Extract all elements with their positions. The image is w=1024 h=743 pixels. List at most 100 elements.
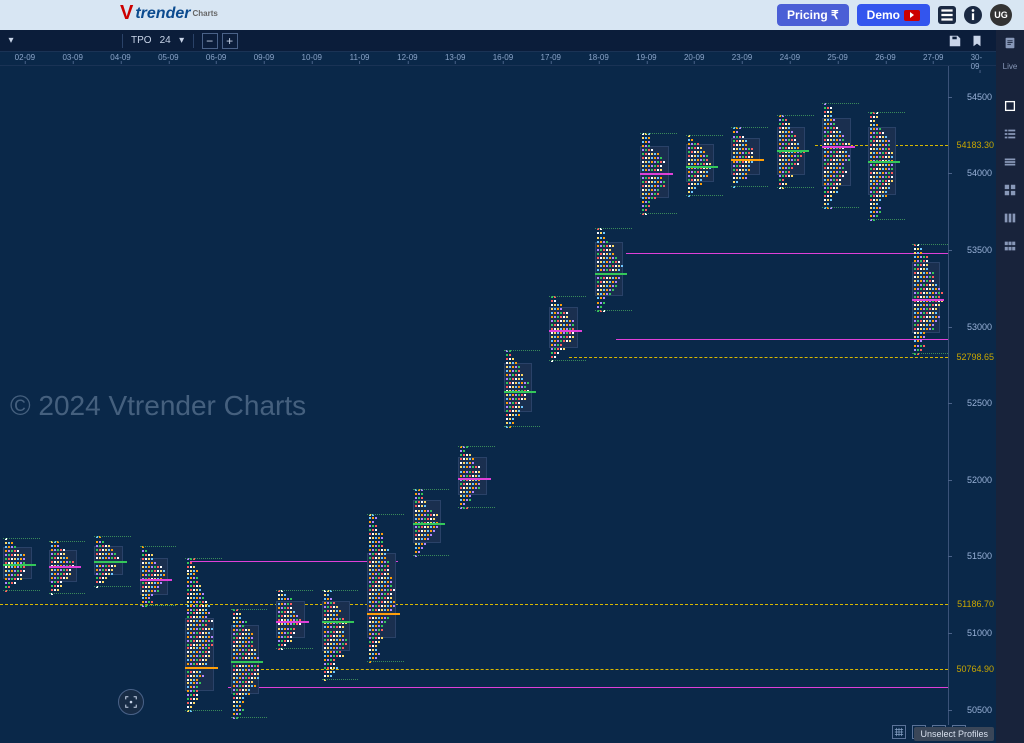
poc-line — [3, 564, 36, 566]
date-tick: 13-09 — [445, 53, 465, 62]
rail-columns-icon[interactable] — [1001, 209, 1019, 227]
symbol-dropdown[interactable]: ▾ — [4, 34, 18, 48]
poc-line — [231, 661, 264, 663]
price-tick: 54500 — [967, 92, 992, 102]
rail-square-icon[interactable] — [1001, 97, 1019, 115]
date-tick: 03-09 — [62, 53, 82, 62]
tpo-profile[interactable] — [777, 115, 818, 187]
date-tick: 12-09 — [397, 53, 417, 62]
date-tick: 26-09 — [875, 53, 895, 62]
zoom-in-button[interactable]: + — [222, 33, 238, 49]
tpo-profile[interactable] — [822, 103, 863, 207]
bookmark-icon[interactable] — [970, 34, 984, 48]
info-icon[interactable] — [964, 6, 982, 24]
pricing-button[interactable]: Pricing ₹ — [777, 4, 849, 26]
tpo-profile[interactable] — [413, 489, 454, 555]
rail-grid6-icon[interactable] — [1001, 237, 1019, 255]
tpo-profile[interactable] — [94, 536, 135, 585]
tpo-profile[interactable] — [504, 350, 545, 427]
tpo-profile[interactable] — [231, 609, 272, 718]
tpo-profile[interactable] — [276, 590, 317, 648]
logo-subtext: Charts — [192, 9, 217, 18]
poc-line — [822, 146, 855, 148]
tpo-profile[interactable] — [367, 514, 408, 661]
date-tick: 05-09 — [158, 53, 178, 62]
date-tick: 27-09 — [923, 53, 943, 62]
poc-line — [777, 150, 810, 152]
poc-line — [322, 621, 355, 623]
date-tick: 19-09 — [636, 53, 656, 62]
date-tick: 23-09 — [732, 53, 752, 62]
tpo-profile[interactable] — [3, 538, 44, 590]
poc-line — [640, 173, 673, 175]
price-tick: 51500 — [967, 551, 992, 561]
date-tick: 06-09 — [206, 53, 226, 62]
header-actions: Pricing ₹ Demo UG — [777, 4, 1012, 26]
poc-line — [276, 621, 309, 623]
save-icon[interactable] — [948, 34, 962, 48]
tpo-profile[interactable] — [49, 541, 90, 593]
interval-dropdown[interactable]: ▾ — [175, 34, 189, 48]
reference-label: 52798.65 — [956, 352, 994, 362]
logo-mark: V — [120, 2, 133, 25]
grid-icon[interactable] — [892, 725, 906, 739]
price-tick: 53500 — [967, 245, 992, 255]
separator — [122, 34, 123, 48]
focus-button[interactable] — [118, 689, 144, 715]
demo-label: Demo — [867, 8, 900, 22]
poc-line — [731, 159, 764, 161]
poc-line — [549, 330, 582, 332]
date-tick: 11-09 — [350, 53, 370, 62]
poc-line — [367, 613, 400, 615]
tpo-profile[interactable] — [549, 296, 590, 360]
tpo-profile[interactable] — [595, 228, 636, 309]
date-axis: 02-0903-0904-0905-0906-0909-0910-0911-09… — [0, 52, 996, 66]
price-tick: 52000 — [967, 475, 992, 485]
tpo-profile[interactable] — [686, 135, 727, 195]
tpo-profile[interactable] — [640, 133, 681, 213]
logo: V trender Charts — [120, 2, 218, 25]
price-tick: 50500 — [967, 705, 992, 715]
tpo-profile[interactable] — [731, 127, 772, 185]
tpo-profile[interactable] — [868, 112, 909, 219]
right-rail: Live — [996, 30, 1024, 743]
poc-line — [912, 299, 945, 301]
tooltip: Unselect Profiles — [914, 727, 994, 741]
demo-button[interactable]: Demo — [857, 4, 930, 26]
rail-live-label: Live — [1003, 62, 1018, 71]
rail-bars-icon[interactable] — [1001, 153, 1019, 171]
list-icon[interactable] — [938, 6, 956, 24]
youtube-icon — [904, 10, 920, 21]
tpo-profile[interactable] — [140, 546, 181, 606]
rail-doc-icon[interactable] — [1001, 34, 1019, 52]
poc-line — [504, 391, 537, 393]
poc-line — [94, 561, 127, 563]
date-tick: 18-09 — [588, 53, 608, 62]
chart-type-label[interactable]: TPO — [127, 35, 156, 46]
price-axis: 5050051000515005200052500530005350054000… — [948, 66, 996, 725]
date-tick: 04-09 — [110, 53, 130, 62]
logo-text: trender — [135, 5, 190, 23]
poc-line — [458, 478, 491, 480]
tpo-profile[interactable] — [458, 446, 499, 507]
tpo-profile[interactable] — [912, 244, 953, 353]
tpo-profile[interactable] — [185, 558, 226, 710]
tpo-profile[interactable] — [322, 590, 363, 679]
interval-value[interactable]: 24 — [156, 35, 175, 46]
zoom-out-button[interactable]: − — [202, 33, 218, 49]
rail-list-icon[interactable] — [1001, 125, 1019, 143]
reference-label: 50764.90 — [956, 664, 994, 674]
app-header: V trender Charts Pricing ₹ Demo UG — [0, 0, 1024, 30]
watermark: © 2024 Vtrender Charts — [10, 390, 306, 422]
date-tick: 16-09 — [493, 53, 513, 62]
chart-toolbar: ▾ TPO 24 ▾ − + — [0, 30, 996, 52]
user-avatar[interactable]: UG — [990, 4, 1012, 26]
poc-line — [185, 667, 218, 669]
price-tick: 51000 — [967, 628, 992, 638]
date-tick: 25-09 — [827, 53, 847, 62]
date-tick: 24-09 — [780, 53, 800, 62]
toolbar-right — [948, 34, 992, 48]
rail-grid4-icon[interactable] — [1001, 181, 1019, 199]
reference-line — [626, 253, 948, 254]
poc-line — [49, 566, 82, 568]
